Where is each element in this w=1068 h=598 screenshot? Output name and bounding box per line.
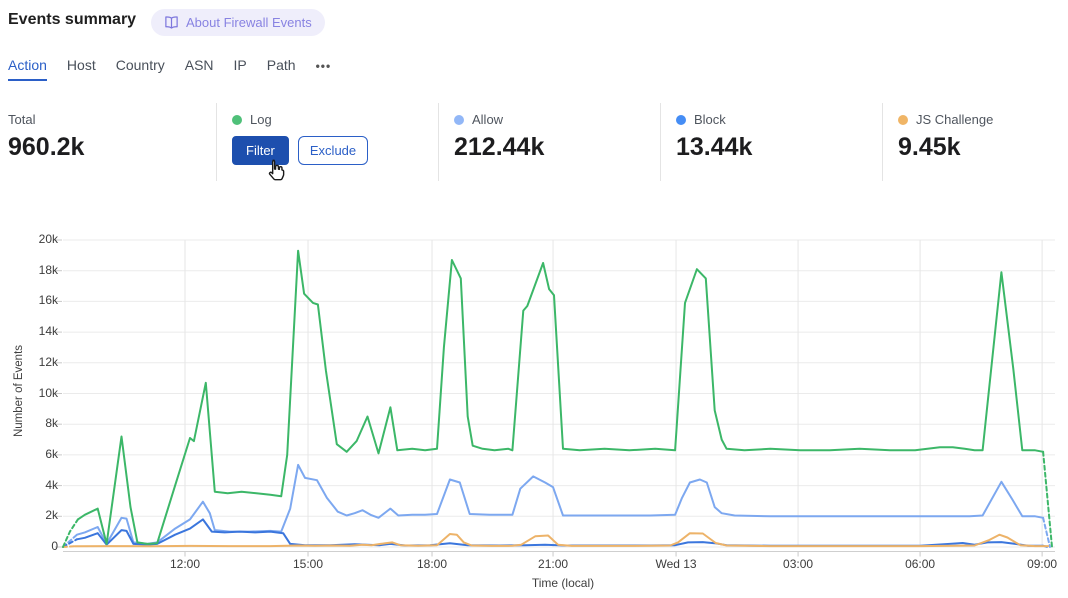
stat-log: Log Filter Exclude xyxy=(232,103,369,165)
block-series-dot xyxy=(676,114,686,125)
stat-total: Total 960.2k xyxy=(8,103,84,162)
stat-allow-value: 212.44k xyxy=(454,133,545,161)
y-tick-label: 16k xyxy=(38,293,58,308)
stat-total-label: Total xyxy=(8,112,36,127)
stat-js-challenge-label: JS Challenge xyxy=(916,112,994,127)
series-line-allow xyxy=(1042,516,1051,548)
tab-ip[interactable]: IP xyxy=(233,57,247,73)
log-series-dot xyxy=(232,114,242,125)
y-tick-label: 6k xyxy=(45,446,58,461)
stat-block-value: 13.44k xyxy=(676,133,753,161)
summary-tabs: Action Host Country ASN IP Path ••• xyxy=(8,57,331,81)
filter-button[interactable]: Filter xyxy=(232,136,289,165)
x-tick-label: 03:00 xyxy=(783,557,814,571)
stat-block-label: Block xyxy=(694,112,726,127)
events-timeseries-chart: Number of Events Time (local) 20k 18k 16k 1… xyxy=(0,225,1068,598)
stat-block: Block 13.44k xyxy=(676,103,752,162)
stat-js-challenge: JS Challenge 9.45k xyxy=(898,103,993,162)
series-line-log xyxy=(76,249,1045,545)
about-badge-label: About Firewall Events xyxy=(186,15,312,30)
js-challenge-series-dot xyxy=(898,114,908,125)
x-tick-label: 09:00 xyxy=(1027,557,1058,571)
stat-divider xyxy=(882,103,883,181)
x-tick-label: 12:00 xyxy=(170,557,201,571)
exclude-button[interactable]: Exclude xyxy=(297,136,369,165)
y-tick-label: 0 xyxy=(51,539,58,553)
series-line-js-challenge xyxy=(73,532,1050,548)
y-tick-label: 8k xyxy=(45,416,58,431)
y-tick-label: 2k xyxy=(45,508,58,523)
tab-path[interactable]: Path xyxy=(266,57,296,73)
stat-total-value: 960.2k xyxy=(8,133,85,161)
tab-action[interactable]: Action xyxy=(8,57,47,81)
y-tick-label: 20k xyxy=(38,232,58,246)
tab-host[interactable]: Host xyxy=(66,57,96,73)
tabs-overflow-icon[interactable]: ••• xyxy=(315,59,332,73)
series-line-allow xyxy=(75,463,1045,545)
y-tick-label: 14k xyxy=(38,324,58,339)
page-title: Events summary xyxy=(8,11,137,28)
y-tick-label: 12k xyxy=(38,354,58,369)
x-axis-title: Time (local) xyxy=(531,576,595,590)
stat-log-label: Log xyxy=(250,112,272,127)
series-line-block xyxy=(62,538,78,548)
stat-divider xyxy=(216,103,217,181)
x-tick-label: 15:00 xyxy=(293,557,324,571)
series-line-log xyxy=(62,518,79,548)
x-tick-label: Wed 13 xyxy=(655,557,697,571)
book-icon xyxy=(164,15,179,30)
stat-allow-label: Allow xyxy=(472,112,504,127)
x-tick-label: 18:00 xyxy=(417,557,448,571)
x-tick-label: 06:00 xyxy=(905,557,936,571)
tab-asn[interactable]: ASN xyxy=(184,57,214,73)
y-tick-label: 18k xyxy=(38,262,58,277)
stats-row: Total 960.2k Log Filter Exclude Allow 21… xyxy=(0,103,1068,181)
y-tick-label: 10k xyxy=(38,385,58,400)
series-line-js-challenge xyxy=(62,545,76,548)
stat-js-challenge-value: 9.45k xyxy=(898,133,961,161)
series-line-block xyxy=(75,518,1045,547)
stat-divider xyxy=(438,103,439,181)
x-tick-label: 21:00 xyxy=(538,557,569,571)
tab-country[interactable]: Country xyxy=(115,57,165,73)
series-line-log xyxy=(1042,450,1053,548)
stat-divider xyxy=(660,103,661,181)
chart-plot-area xyxy=(55,239,1055,557)
y-tick-label: 4k xyxy=(45,477,58,492)
allow-series-dot xyxy=(454,114,464,125)
about-firewall-events-badge[interactable]: About Firewall Events xyxy=(151,9,325,36)
stat-allow: Allow 212.44k xyxy=(454,103,544,162)
